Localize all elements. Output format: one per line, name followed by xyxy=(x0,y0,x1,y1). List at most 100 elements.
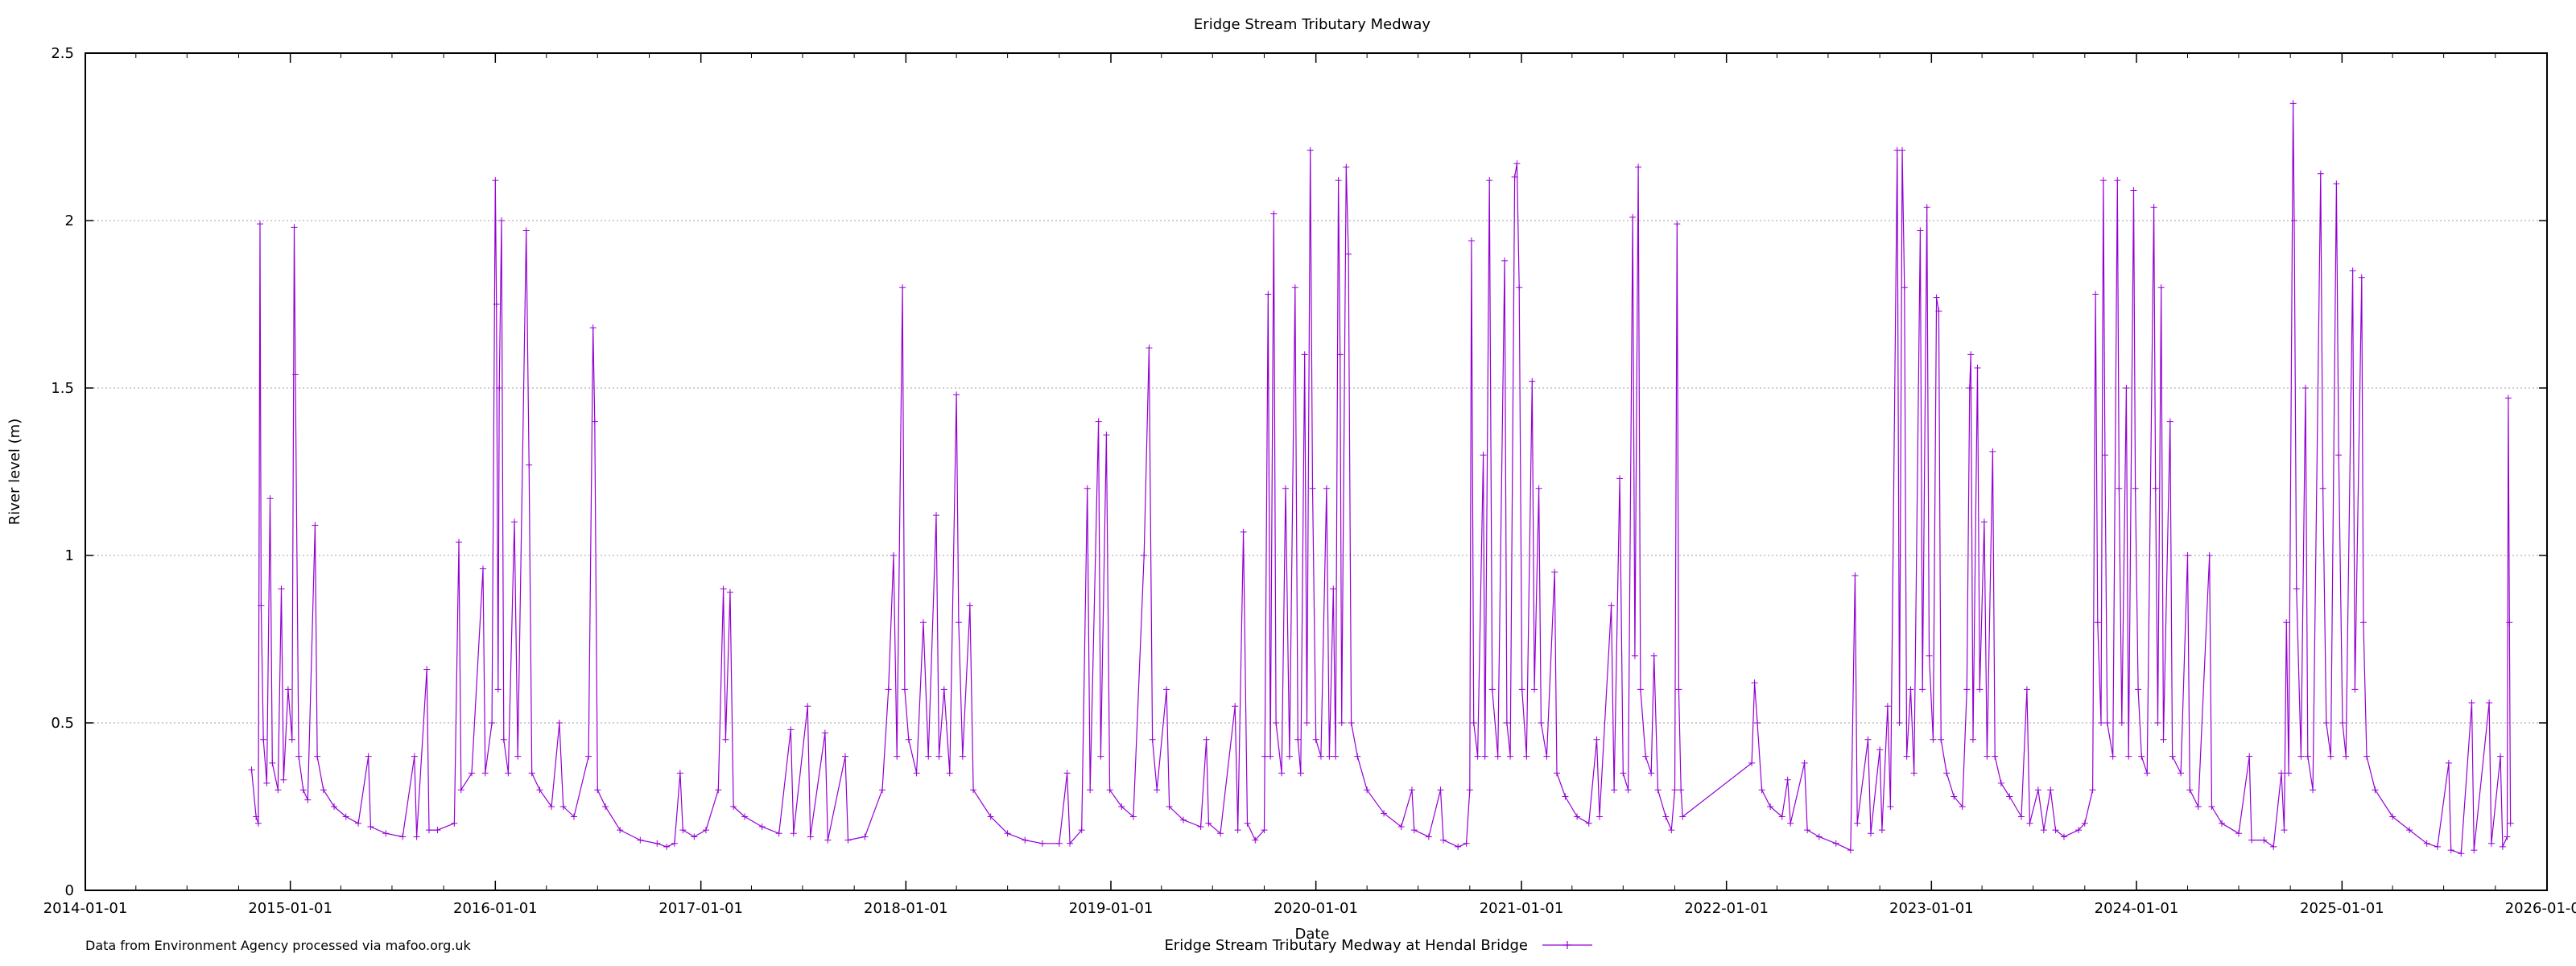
data-point xyxy=(1343,163,1350,171)
data-point xyxy=(1754,720,1761,726)
data-point xyxy=(1317,753,1324,760)
data-point xyxy=(1087,786,1094,794)
data-point xyxy=(2343,753,2350,760)
data-point xyxy=(2178,770,2185,777)
data-point xyxy=(258,602,265,609)
data-point xyxy=(291,224,298,231)
data-point xyxy=(505,770,512,777)
series-line xyxy=(250,102,2512,854)
data-point xyxy=(1486,177,1493,184)
data-point xyxy=(1323,485,1330,492)
data-point xyxy=(1852,572,1859,579)
data-point xyxy=(741,813,749,820)
data-point xyxy=(1980,518,1988,526)
data-point xyxy=(500,736,507,743)
data-point xyxy=(1648,770,1655,777)
data-point xyxy=(469,770,476,777)
data-point xyxy=(2301,385,2309,391)
data-point xyxy=(1234,827,1241,834)
data-point xyxy=(2497,753,2504,760)
data-point xyxy=(489,720,496,726)
data-point xyxy=(314,753,321,760)
data-point xyxy=(933,512,940,519)
data-point xyxy=(492,177,499,184)
data-point xyxy=(970,786,977,794)
x-tick-label: 2020-01-01 xyxy=(1274,900,1358,917)
data-point xyxy=(1678,786,1685,794)
data-point xyxy=(2322,720,2330,726)
data-point xyxy=(1832,840,1839,847)
data-point xyxy=(2116,485,2123,492)
data-point xyxy=(2283,619,2290,626)
data-point xyxy=(1878,827,1885,834)
data-point xyxy=(2289,100,2297,107)
data-point xyxy=(1338,720,1345,726)
data-point xyxy=(367,823,374,830)
data-point xyxy=(1642,753,1649,760)
data-point xyxy=(382,830,390,837)
data-point xyxy=(1963,686,1971,693)
data-point xyxy=(959,753,966,760)
data-point xyxy=(1301,351,1308,358)
data-point xyxy=(320,786,327,794)
data-point xyxy=(1901,284,1908,291)
data-point xyxy=(2017,813,2025,820)
data-point xyxy=(2358,274,2365,281)
data-point xyxy=(2103,720,2111,726)
data-point xyxy=(457,786,464,794)
data-point xyxy=(2246,753,2253,760)
data-point xyxy=(2359,619,2367,626)
data-point xyxy=(953,391,960,398)
data-point xyxy=(1354,753,1361,760)
data-point xyxy=(1455,843,1462,850)
data-point xyxy=(1917,227,1924,234)
data-point xyxy=(2486,700,2493,707)
data-point xyxy=(497,217,505,224)
legend-marker xyxy=(1563,941,1571,949)
data-point xyxy=(861,833,869,840)
data-point xyxy=(1864,736,1872,743)
y-tick-label: 1 xyxy=(65,547,74,564)
x-tick-label: 2024-01-01 xyxy=(2095,900,2179,917)
data-point xyxy=(425,827,432,834)
data-point xyxy=(2447,847,2454,854)
data-point xyxy=(1847,847,1854,854)
data-point xyxy=(2060,833,2067,840)
data-point xyxy=(702,827,709,834)
data-point xyxy=(1440,836,1447,844)
x-tick-label: 2022-01-01 xyxy=(1684,900,1769,917)
data-point xyxy=(879,786,886,794)
data-point xyxy=(2023,686,2030,693)
data-point xyxy=(1671,786,1678,794)
data-point xyxy=(1466,786,1473,794)
data-point xyxy=(2152,485,2159,492)
data-point xyxy=(919,619,927,626)
data-point xyxy=(1141,552,1148,559)
data-point xyxy=(589,324,597,332)
data-point xyxy=(1294,736,1302,743)
data-point xyxy=(2423,840,2430,847)
data-point xyxy=(2125,753,2132,760)
data-point xyxy=(1616,475,1624,482)
data-point xyxy=(1410,827,1418,834)
data-point xyxy=(935,753,943,760)
data-point xyxy=(1943,770,1951,777)
data-point xyxy=(1620,770,1627,777)
data-point xyxy=(1345,250,1352,258)
data-point xyxy=(1907,686,1914,693)
data-point xyxy=(291,371,299,378)
data-point xyxy=(1976,686,1984,693)
x-tick-label: 2025-01-01 xyxy=(2300,900,2384,917)
data-point xyxy=(342,813,349,820)
data-point xyxy=(925,753,932,760)
data-point xyxy=(526,461,533,469)
data-point xyxy=(1611,786,1618,794)
data-point xyxy=(2406,827,2413,834)
data-point xyxy=(821,729,828,737)
data-point xyxy=(2194,803,2202,810)
data-point xyxy=(1381,810,1388,817)
x-axis-label: Date xyxy=(1294,926,1329,943)
data-point xyxy=(987,813,994,820)
data-point xyxy=(679,827,687,834)
data-point xyxy=(1282,485,1289,492)
